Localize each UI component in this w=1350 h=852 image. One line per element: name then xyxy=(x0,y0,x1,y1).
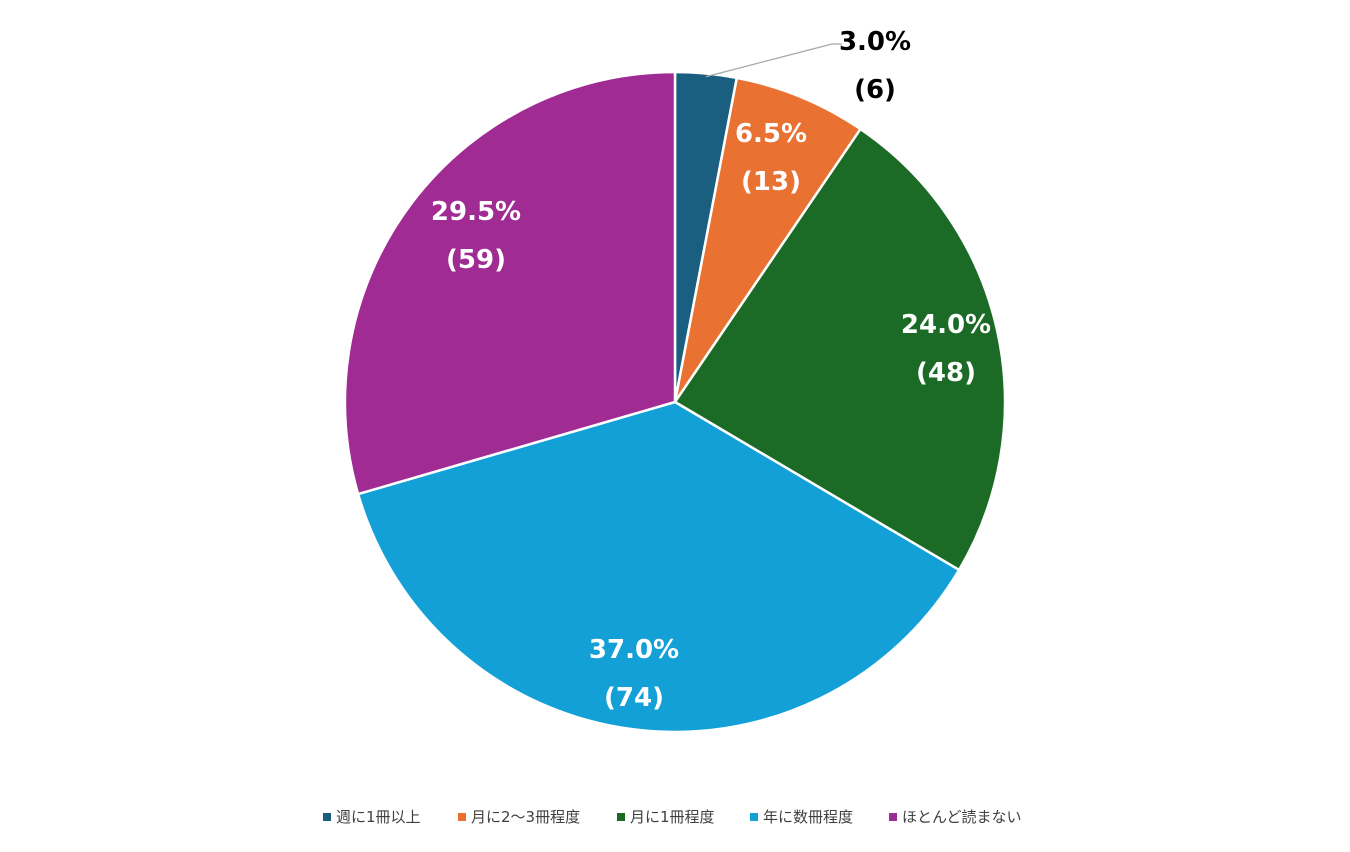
pie-slice-5 xyxy=(343,70,677,496)
legend-swatch-1 xyxy=(323,813,331,821)
legend-swatch-2 xyxy=(458,813,466,821)
pie-slice-4 xyxy=(356,400,961,734)
slice-percent-label-3: 24.0% xyxy=(901,310,991,340)
legend-label-3: 月に1冊程度 xyxy=(630,808,715,826)
legend: 週に1冊以上 月に2〜3冊程度 月に1冊程度 年に数冊程度 ほとんど読まない xyxy=(323,808,1022,826)
legend-label-1: 週に1冊以上 xyxy=(336,808,421,826)
slice-percent-label-2: 6.5% xyxy=(735,119,807,149)
slice-count-label-3: (48) xyxy=(916,358,976,388)
leader-line-1 xyxy=(705,43,842,78)
slice-count-label-5: (59) xyxy=(446,245,506,275)
slice-percent-label-5: 29.5% xyxy=(431,197,521,227)
slice-count-label-2: (13) xyxy=(741,167,801,197)
pie-slice-3 xyxy=(673,127,1007,572)
slice-count-label-4: (74) xyxy=(604,683,664,713)
legend-swatch-5 xyxy=(889,813,897,821)
slice-labels: 3.0% (6) 6.5% (13) 24.0% (48) 37.0% (74) 29.5% (5… xyxy=(431,27,991,713)
slice-count-label-1: (6) xyxy=(854,75,896,105)
slice-percent-label-4: 37.0% xyxy=(589,635,679,665)
legend-label-2: 月に2〜3冊程度 xyxy=(471,808,580,826)
slice-percent-label-1: 3.0% xyxy=(839,27,911,57)
pie-slices xyxy=(343,70,1007,734)
legend-label-4: 年に数冊程度 xyxy=(763,808,853,826)
legend-label-5: ほとんど読まない xyxy=(902,808,1022,826)
legend-swatch-3 xyxy=(617,813,625,821)
legend-swatch-4 xyxy=(750,813,758,821)
pie-slice-2 xyxy=(673,76,863,403)
